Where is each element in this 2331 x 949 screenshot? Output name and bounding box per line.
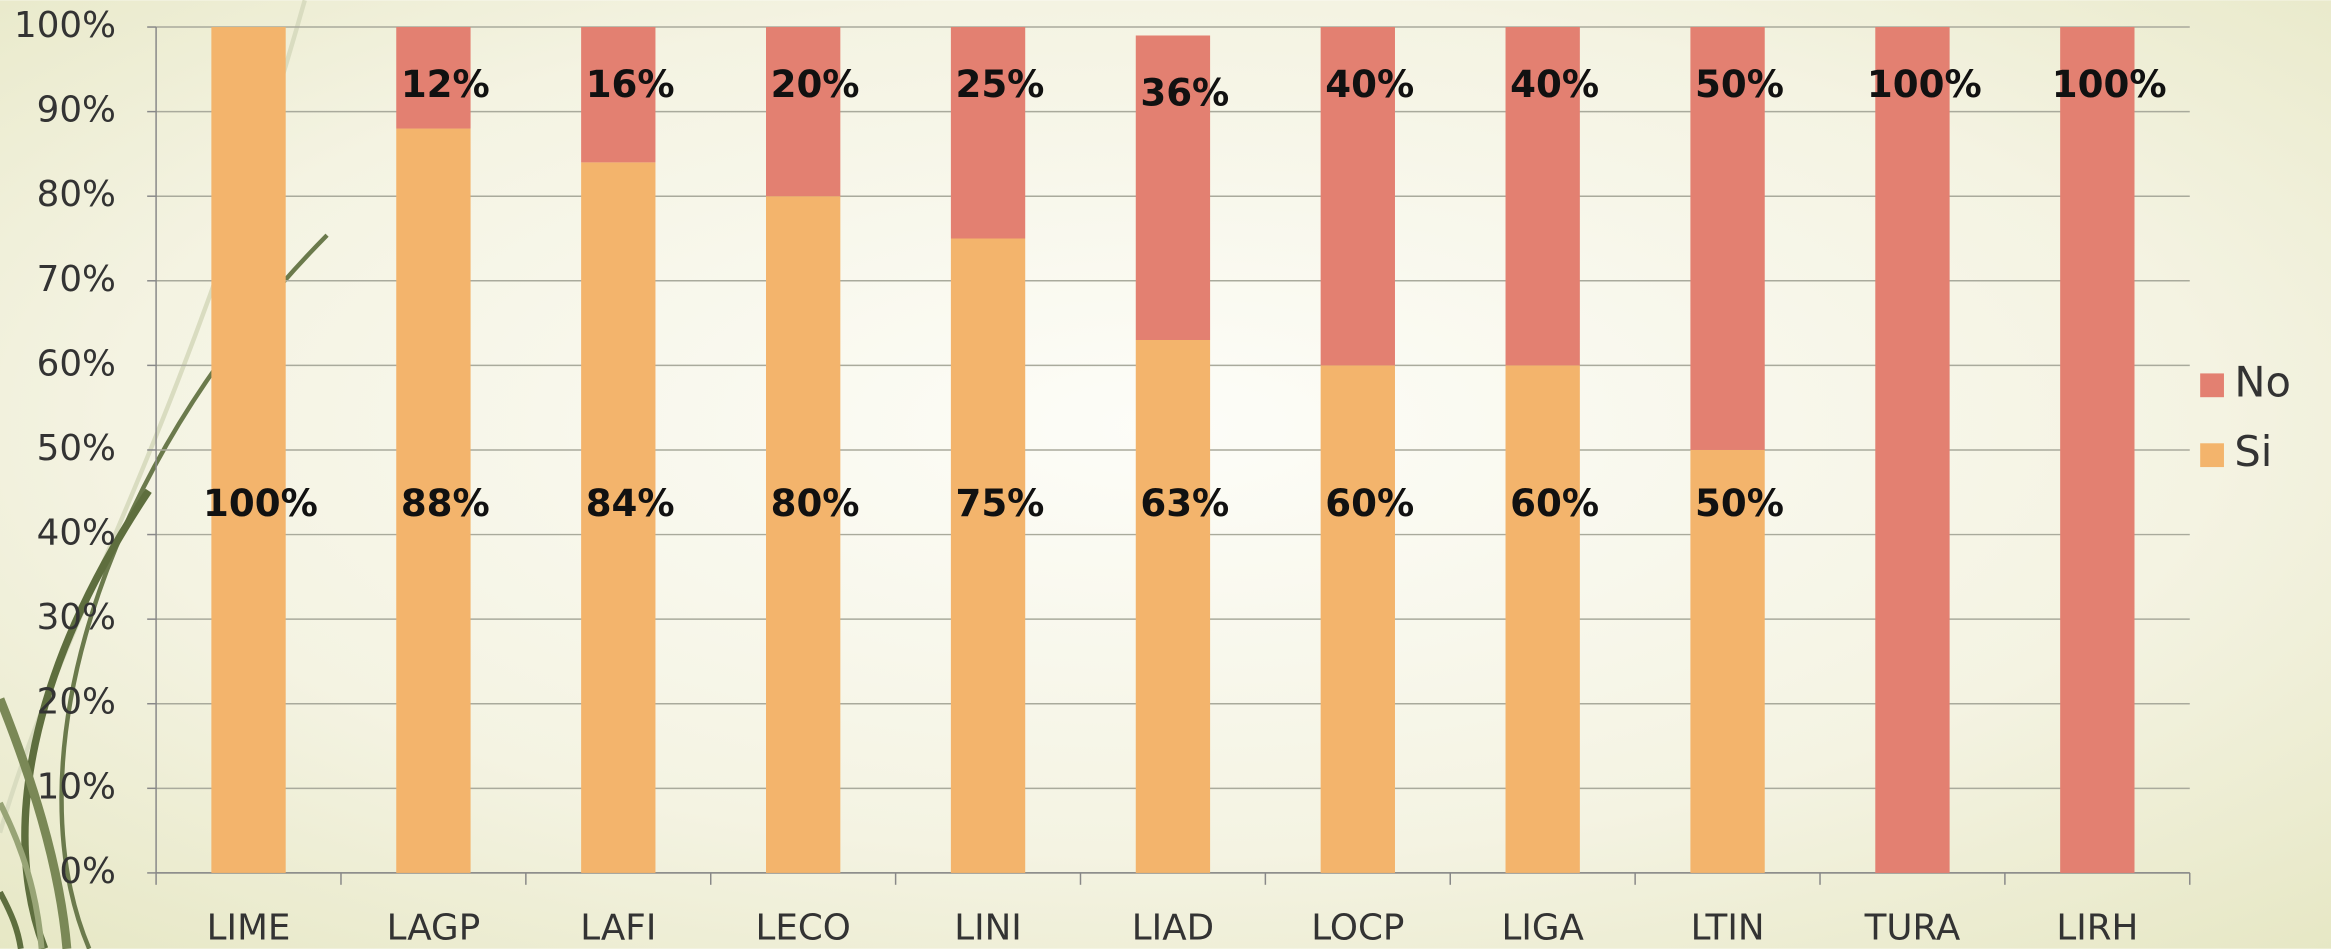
y-tick-label: 90% bbox=[37, 90, 116, 131]
data-label: 36% bbox=[1140, 71, 1229, 114]
bar-segment bbox=[581, 27, 656, 163]
y-tick-label: 50% bbox=[37, 428, 116, 469]
data-label: 50% bbox=[1695, 63, 1784, 106]
bar-segment bbox=[1505, 27, 1580, 366]
bar-segment bbox=[766, 196, 841, 873]
data-label: 100% bbox=[2052, 63, 2167, 106]
x-tick-label: LIGA bbox=[1501, 907, 1584, 948]
data-label: 40% bbox=[1510, 63, 1599, 106]
bar-segment bbox=[396, 128, 471, 873]
data-label: 80% bbox=[771, 482, 860, 525]
bar-segment bbox=[2060, 27, 2135, 873]
x-tick-label: LIRH bbox=[2056, 907, 2138, 948]
data-label: 88% bbox=[401, 482, 490, 525]
data-label: 25% bbox=[955, 63, 1044, 106]
bar-segment bbox=[950, 238, 1026, 873]
data-label: 12% bbox=[401, 63, 490, 106]
y-tick-label: 40% bbox=[37, 513, 116, 554]
bar-segment bbox=[1505, 365, 1580, 873]
bar-segment bbox=[211, 27, 286, 873]
x-tick-label: LINI bbox=[954, 907, 1022, 948]
bar-segment bbox=[1690, 27, 1765, 450]
legend-swatch bbox=[2200, 443, 2224, 468]
data-label: 60% bbox=[1510, 482, 1599, 525]
data-label: 50% bbox=[1695, 482, 1784, 525]
data-label: 60% bbox=[1325, 482, 1414, 525]
y-tick-label: 100% bbox=[14, 5, 116, 46]
bar-segment bbox=[950, 27, 1026, 239]
data-label: 40% bbox=[1325, 63, 1414, 106]
x-tick-label: LAGP bbox=[387, 907, 481, 948]
y-tick-label: 10% bbox=[37, 766, 116, 807]
grass bbox=[0, 697, 72, 949]
legend-swatch bbox=[2200, 373, 2224, 398]
grass bbox=[21, 488, 152, 949]
data-label: 63% bbox=[1140, 482, 1229, 525]
data-label: 20% bbox=[771, 63, 860, 106]
data-label: 75% bbox=[955, 482, 1044, 525]
grass bbox=[0, 890, 24, 949]
x-tick-label: TURA bbox=[1864, 907, 1961, 948]
bar-segment bbox=[581, 162, 656, 873]
data-label: 16% bbox=[586, 63, 675, 106]
x-tick-label: LAFI bbox=[580, 907, 656, 948]
y-tick-label: 80% bbox=[37, 174, 116, 215]
legend-label: No bbox=[2234, 357, 2291, 406]
data-label: 84% bbox=[586, 482, 675, 525]
x-tick-label: LOCP bbox=[1311, 907, 1404, 948]
bar-segment bbox=[1320, 27, 1395, 366]
y-tick-label: 60% bbox=[37, 343, 116, 384]
x-tick-label: LTIN bbox=[1691, 907, 1765, 948]
y-tick-label: 30% bbox=[37, 597, 116, 638]
y-tick-label: 20% bbox=[37, 682, 116, 723]
bar-segment bbox=[396, 27, 471, 129]
x-tick-label: LECO bbox=[755, 907, 850, 948]
x-tick-label: LIME bbox=[207, 907, 291, 948]
bar-segment bbox=[1135, 340, 1211, 873]
bar-segment bbox=[1320, 365, 1395, 873]
grass bbox=[0, 801, 45, 949]
bar-segment bbox=[766, 27, 841, 197]
x-tick-label: LIAD bbox=[1132, 907, 1214, 948]
y-tick-label: 70% bbox=[37, 259, 116, 300]
bar-segment bbox=[1875, 27, 1950, 873]
y-tick-label: 0% bbox=[59, 851, 116, 892]
legend-label: Si bbox=[2234, 427, 2272, 476]
data-label: 100% bbox=[203, 482, 318, 525]
data-label: 100% bbox=[1867, 63, 1982, 106]
bar-segment bbox=[1690, 449, 1765, 873]
bar-segment bbox=[1135, 35, 1211, 341]
